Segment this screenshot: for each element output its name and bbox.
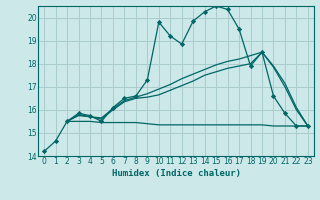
X-axis label: Humidex (Indice chaleur): Humidex (Indice chaleur) xyxy=(111,169,241,178)
